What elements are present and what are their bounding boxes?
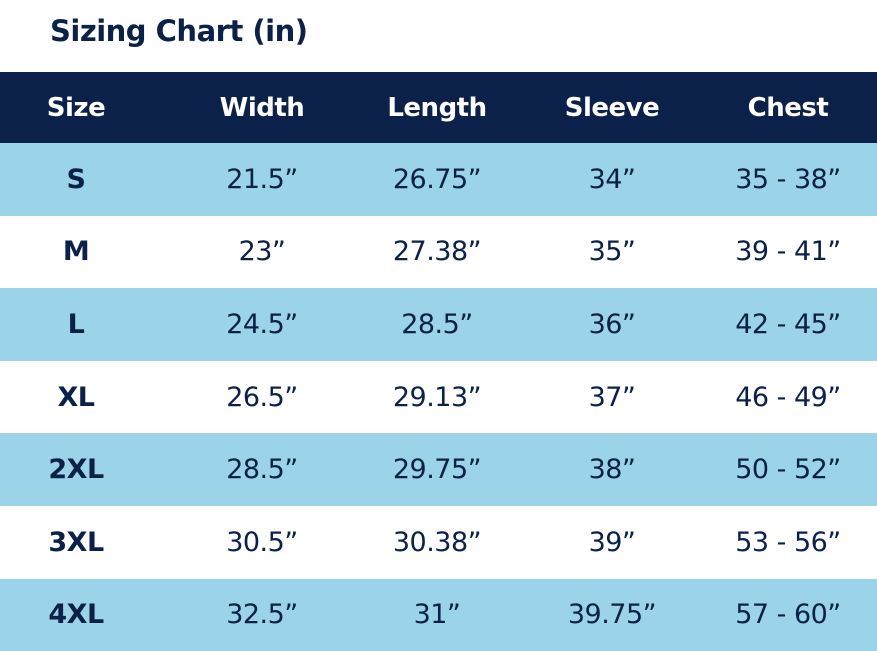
column-header: Size (46, 92, 106, 123)
table-cell: 29.13” (392, 381, 482, 413)
table-cell: 42 - 45” (735, 308, 841, 340)
table-cell: 2XL (48, 454, 104, 486)
table-cell: 46 - 49” (735, 381, 841, 413)
table-cell: 32.5” (226, 599, 298, 631)
table-cell: 21.5” (226, 163, 298, 195)
table-row: M 23” 27.38” 35” 39 - 41” (0, 216, 877, 289)
column-header: Width (219, 92, 305, 123)
table-cell: 57 - 60” (735, 599, 841, 631)
table-row: 4XL 32.5” 31” 39.75” 57 - 60” (0, 578, 877, 651)
table-cell: 36” (588, 308, 636, 340)
table-cell: 31” (413, 599, 461, 631)
table-cell: 30.38” (392, 526, 482, 558)
table-cell: 23” (238, 236, 286, 268)
table-cell: 28.5” (226, 454, 298, 486)
table-cell: 26.5” (226, 381, 298, 413)
table-cell: 53 - 56” (735, 526, 841, 558)
column-header: Length (387, 92, 487, 123)
table-row: S 21.5” 26.75” 34” 35 - 38” (0, 143, 877, 216)
header-row: Size Width Length Sleeve Chest (0, 72, 877, 143)
table-cell: 27.38” (392, 236, 482, 268)
table-row: L 24.5” 28.5” 36” 42 - 45” (0, 288, 877, 361)
chart-title: Sizing Chart (in) (50, 14, 308, 48)
table-cell: S (66, 163, 86, 195)
table-cell: 35” (588, 236, 636, 268)
table-cell: XL (57, 381, 95, 413)
table-cell: 4XL (48, 599, 104, 631)
table-cell: 26.75” (392, 163, 482, 195)
table-cell: 37” (588, 381, 636, 413)
table-cell: 30.5” (226, 526, 298, 558)
column-header: Sleeve (564, 92, 660, 123)
table-cell: 39.75” (567, 599, 657, 631)
table-cell: 50 - 52” (735, 454, 841, 486)
table-row: 2XL 28.5” 29.75” 38” 50 - 52” (0, 433, 877, 506)
table-cell: M (62, 236, 90, 268)
table-cell: 39 - 41” (735, 236, 841, 268)
table-cell: 35 - 38” (735, 163, 841, 195)
table-cell: 39” (588, 526, 636, 558)
table-cell: 24.5” (226, 308, 298, 340)
table-cell: 38” (588, 454, 636, 486)
table-row: XL 26.5” 29.13” 37” 46 - 49” (0, 361, 877, 434)
table-row: 3XL 30.5” 30.38” 39” 53 - 56” (0, 506, 877, 579)
table-cell: L (67, 308, 85, 340)
column-header: Chest (747, 92, 829, 123)
table-cell: 3XL (48, 526, 104, 558)
size-table: Size Width Length Sleeve Chest S 21.5” 26.75” 34… (0, 72, 877, 651)
table-cell: 34” (588, 163, 636, 195)
table-cell: 28.5” (401, 308, 473, 340)
table-cell: 29.75” (392, 454, 482, 486)
